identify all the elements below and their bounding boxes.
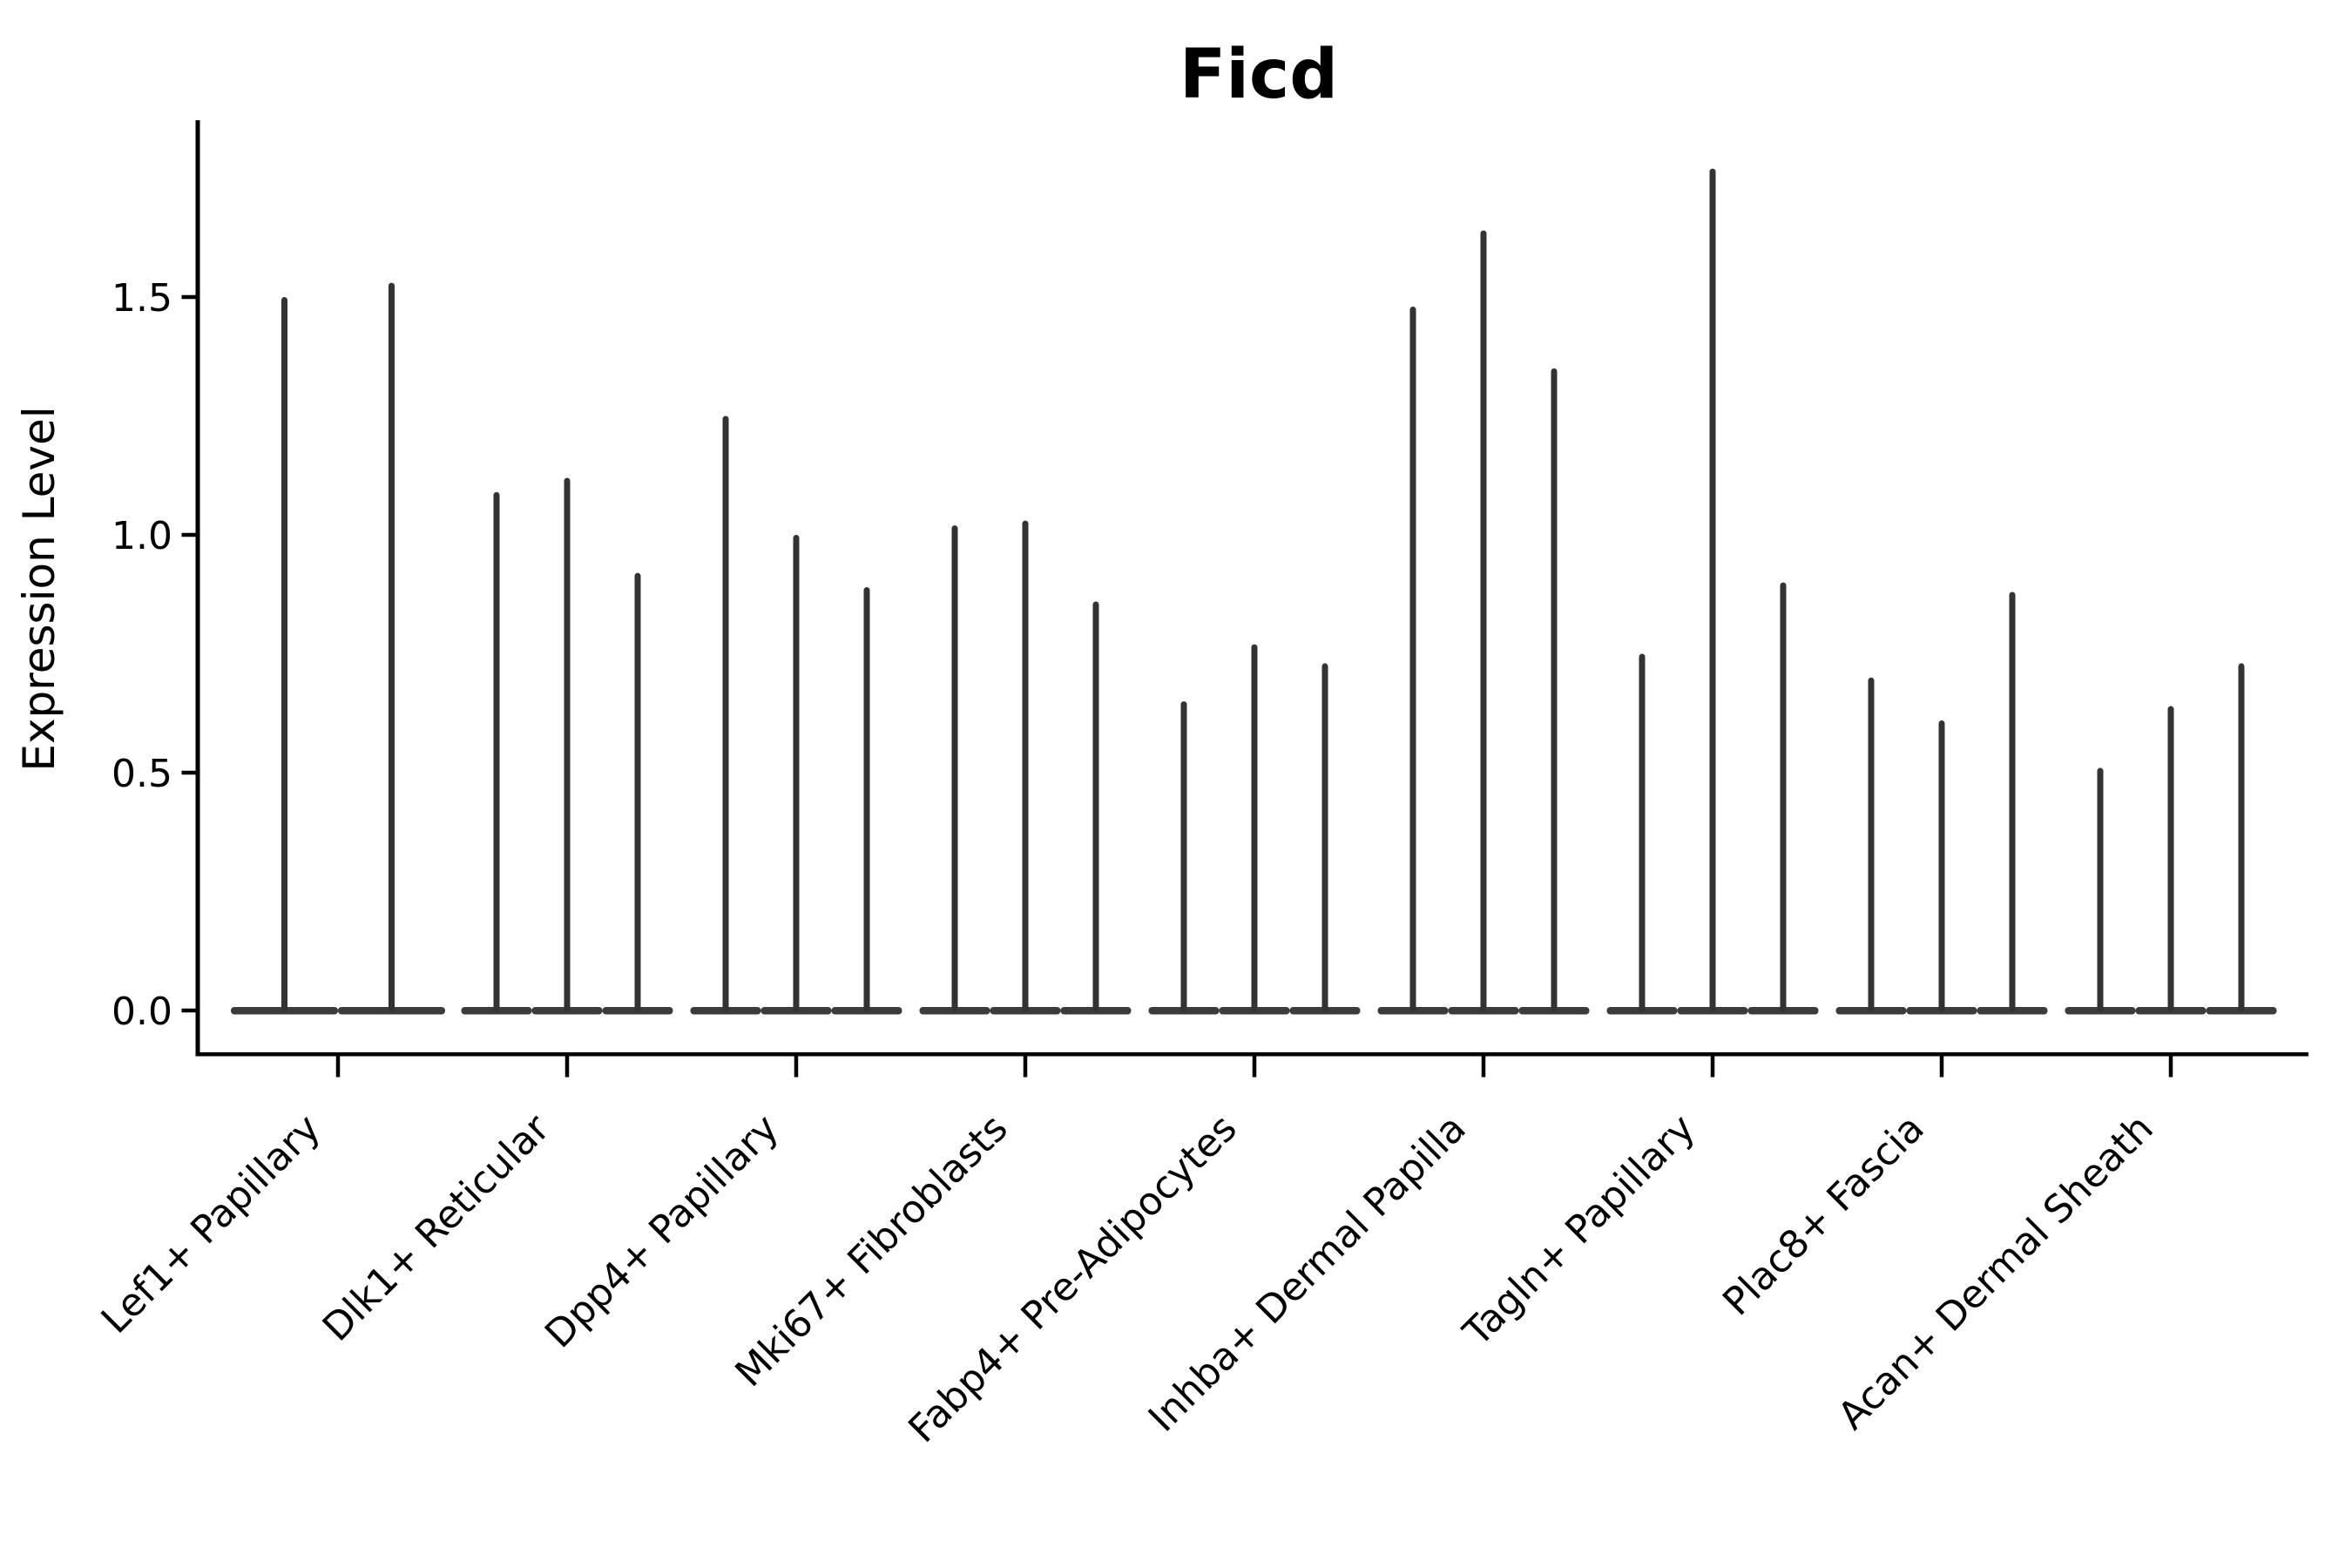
x-tick-mark [335, 1056, 341, 1078]
violin-spike [2167, 706, 2174, 1012]
violin-spike [564, 477, 571, 1012]
violin-group [690, 416, 902, 1015]
y-tick-label: 0.0 [112, 990, 172, 1034]
violin-group [919, 520, 1132, 1015]
x-tick-label: Plac8+ Fascia [1714, 1106, 1933, 1325]
x-tick-mark [1939, 1056, 1944, 1078]
violin-spike [389, 282, 395, 1012]
violin-spike [1180, 701, 1187, 1012]
violin-spike [634, 572, 641, 1012]
violin-spike [793, 535, 800, 1012]
violin-group [1606, 168, 1819, 1015]
violin-group [231, 282, 445, 1015]
violin-spike [1639, 653, 1646, 1012]
violin-spike [493, 491, 500, 1012]
violin-spike [1709, 168, 1716, 1012]
violin-group [1377, 230, 1590, 1015]
violin-spike [281, 297, 287, 1012]
y-tick-mark [181, 1008, 196, 1013]
violin-spike [951, 525, 958, 1012]
violin-spike [1480, 230, 1487, 1012]
y-tick-mark [181, 770, 196, 775]
y-tick-label: 0.5 [112, 752, 172, 796]
x-tick-mark [1710, 1056, 1715, 1078]
violin-spike [1551, 368, 1558, 1012]
x-tick-mark [1023, 1056, 1028, 1078]
y-tick-label: 1.0 [112, 514, 172, 558]
violins [231, 168, 2277, 1015]
x-tick-label: Dlk1+ Reticular [314, 1105, 559, 1350]
violin-group [1835, 591, 2048, 1015]
y-tick-mark [181, 532, 196, 537]
x-tick-label: Tagln+ Papillary [1455, 1106, 1704, 1355]
x-tick-mark [2168, 1056, 2173, 1078]
chart-title: Ficd [1179, 36, 1338, 114]
violin-spike [863, 587, 870, 1012]
violin-group [461, 477, 673, 1015]
x-tick-label: Dpp4+ Papillary [537, 1106, 787, 1357]
violin-spike [1409, 306, 1416, 1012]
y-axis-label: Expression Level [14, 406, 64, 771]
x-tick-mark [794, 1056, 799, 1078]
x-tick-mark [1481, 1056, 1486, 1078]
x-tick-label: Lef1+ Papillary [93, 1106, 329, 1342]
violin-spike [1092, 601, 1099, 1012]
violin-spike [2009, 591, 2016, 1012]
violin-spike [1938, 720, 1945, 1012]
violin-spike [1321, 663, 1328, 1012]
y-axis: 0.0 0.5 1.0 1.5 [112, 276, 196, 1034]
violin-spike [722, 416, 729, 1012]
violin-spike [1868, 677, 1875, 1012]
y-tick-label: 1.5 [112, 276, 172, 321]
y-tick-mark [181, 294, 196, 300]
x-tick-mark [1252, 1056, 1257, 1078]
violin-spike [1780, 582, 1787, 1012]
violin-group [1148, 644, 1361, 1015]
violin-spike [2238, 663, 2245, 1012]
violin-spike [1022, 520, 1029, 1012]
y-axis-spine [195, 120, 200, 1057]
axes-spines [195, 120, 2308, 1057]
violin-spike [2097, 767, 2104, 1012]
violin-spike [1251, 644, 1258, 1012]
x-tick-mark [564, 1056, 570, 1078]
violin-group [2065, 663, 2277, 1015]
x-axis-spine [195, 1052, 2308, 1057]
